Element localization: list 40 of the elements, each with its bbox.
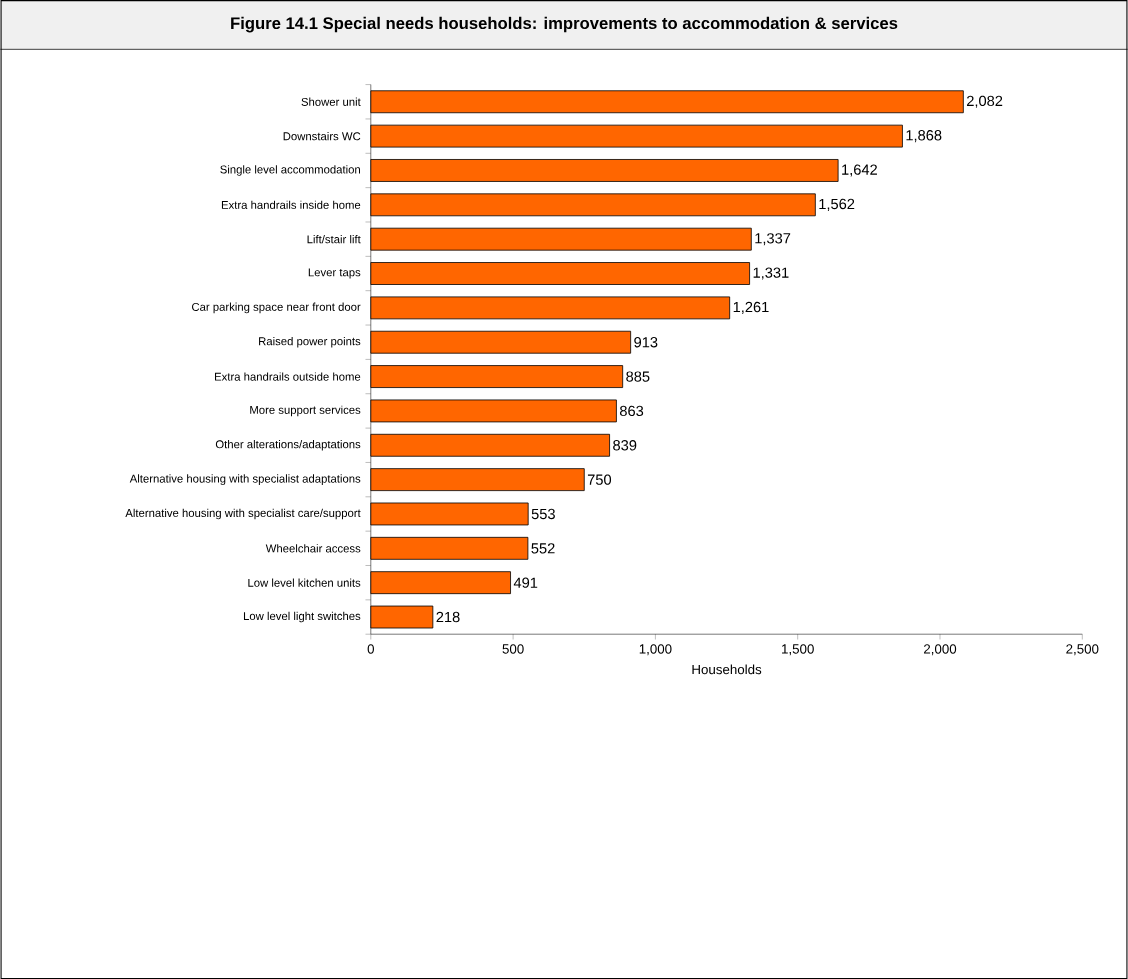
x-tick-label: 2,000 xyxy=(923,644,957,656)
y-tick-label: Downstairs WC xyxy=(283,131,361,141)
y-tick-label: Alternative housing with specialist care/support xyxy=(125,508,361,520)
data-label: 885 xyxy=(626,371,650,382)
data-label: 839 xyxy=(613,439,637,451)
data-label: 218 xyxy=(436,611,460,623)
y-tick-label: Car parking space near front door xyxy=(192,302,361,313)
data-label: 1,261 xyxy=(733,301,769,314)
x-axis-title: Households xyxy=(692,664,762,675)
x-tick-label: 2,500 xyxy=(1066,644,1099,656)
data-label: 863 xyxy=(619,405,644,416)
x-tick-label: 0 xyxy=(367,644,374,654)
data-label: 1,562 xyxy=(819,198,855,211)
y-tick-label: Lever taps xyxy=(308,268,361,279)
data-label: 553 xyxy=(531,508,555,520)
y-tick-label: Extra handrails inside home xyxy=(221,200,361,209)
y-tick-label: Shower unit xyxy=(301,97,361,106)
x-tick-label: 1,000 xyxy=(639,644,672,656)
y-tick-label: Wheelchair access xyxy=(265,544,361,553)
y-tick-label: Single level accommodation xyxy=(220,165,360,176)
data-label: 1,337 xyxy=(755,232,791,246)
data-label: 913 xyxy=(634,336,658,348)
data-label: 1,868 xyxy=(906,129,942,143)
data-label: 750 xyxy=(587,474,612,485)
y-tick-label: Alternative housing with specialist adaptations xyxy=(129,474,361,485)
chart-title: Figure 14.1 Special needs households: improvements to accommodation & services xyxy=(231,16,898,33)
data-label: 2,082 xyxy=(966,95,1003,108)
data-label: 1,331 xyxy=(753,267,789,280)
x-tick-label: 1,500 xyxy=(782,644,814,656)
y-tick-label: Low level light switches xyxy=(243,611,361,623)
y-tick-label: Low level kitchen units xyxy=(248,578,361,587)
data-label: 491 xyxy=(513,577,538,588)
data-label: 552 xyxy=(531,543,555,554)
y-tick-label: Other alterations/adaptations xyxy=(215,439,361,451)
data-label: 1,642 xyxy=(842,164,877,177)
y-tick-label: Raised power points xyxy=(259,336,361,348)
y-tick-label: Extra handrails outside home xyxy=(215,372,361,381)
y-tick-label: Lift/stair lift xyxy=(307,234,361,244)
y-tick-label: More support services xyxy=(250,405,361,417)
x-tick-label: 500 xyxy=(502,644,524,654)
